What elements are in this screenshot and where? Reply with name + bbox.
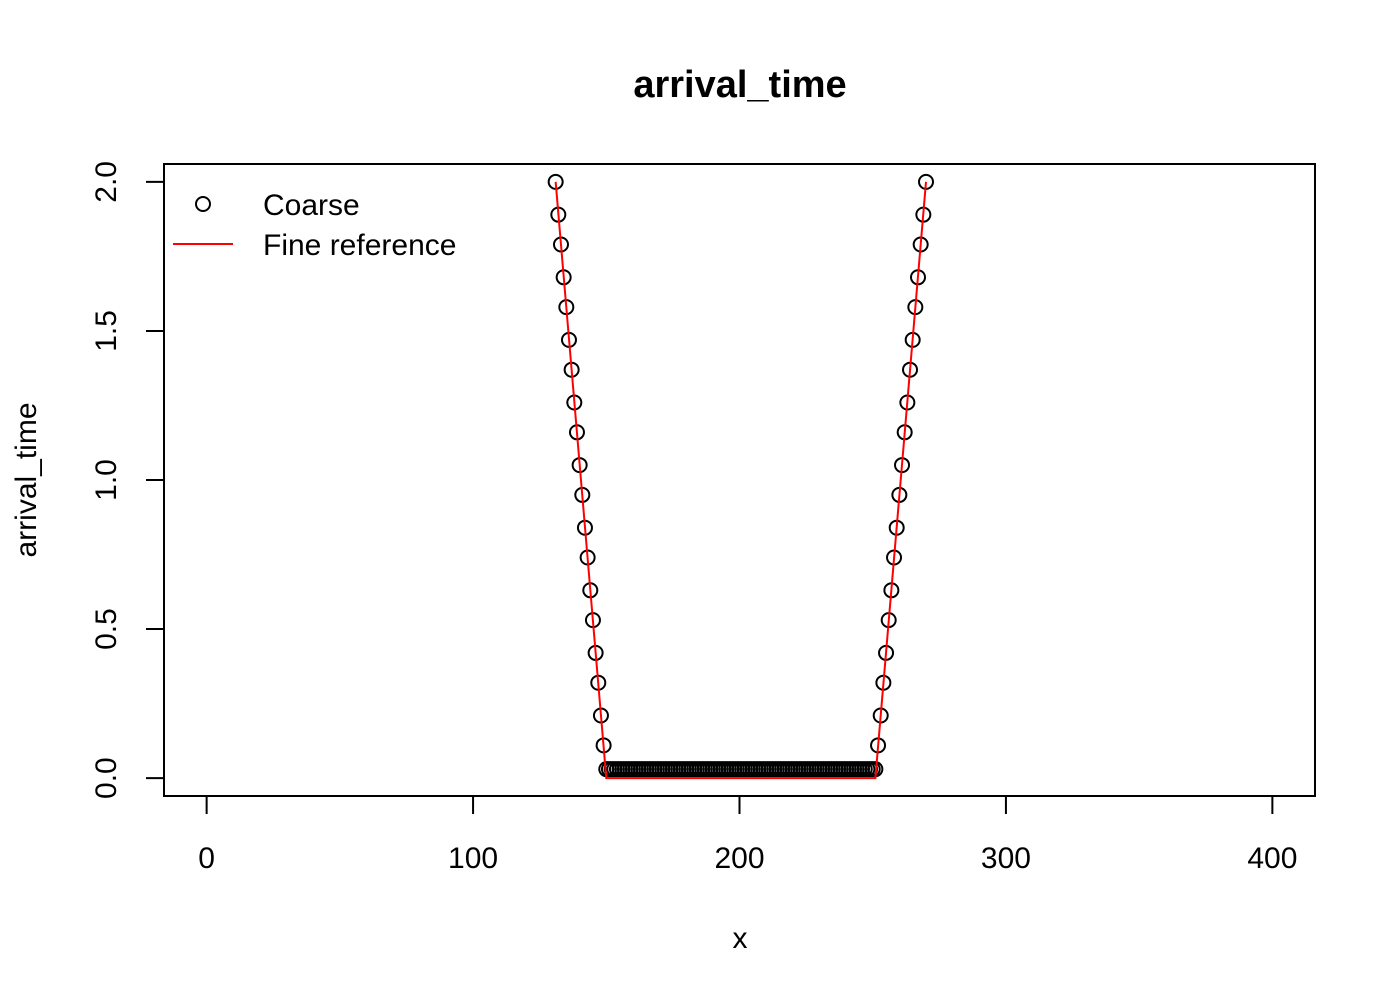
x-tick-label: 200 xyxy=(714,842,764,875)
legend-coarse-symbol xyxy=(195,196,211,212)
x-tick-label: 400 xyxy=(1247,842,1297,875)
x-axis-label: x xyxy=(733,922,748,955)
plot-marks xyxy=(547,173,935,780)
y-axis: 0.0 0.5 1.0 1.5 2.0 xyxy=(90,161,165,799)
y-tick-label: 1.0 xyxy=(90,459,123,501)
x-tick-label: 100 xyxy=(448,842,498,875)
x-axis: 0 100 200 300 400 xyxy=(198,795,1297,875)
fine-reference-line xyxy=(554,181,928,780)
y-axis-label: arrival_time xyxy=(10,402,43,557)
legend-fine-label: Fine reference xyxy=(263,229,456,262)
y-tick-label: 0.0 xyxy=(90,757,123,799)
x-tick-label: 300 xyxy=(981,842,1031,875)
y-tick-label: 2.0 xyxy=(90,161,123,203)
y-tick-label: 1.5 xyxy=(90,310,123,352)
y-tick-label: 0.5 xyxy=(90,608,123,650)
chart-title: arrival_time xyxy=(633,64,846,106)
legend-coarse-label: Coarse xyxy=(263,189,360,222)
legend: Coarse Fine reference xyxy=(173,189,456,262)
x-tick-label: 0 xyxy=(198,842,215,875)
